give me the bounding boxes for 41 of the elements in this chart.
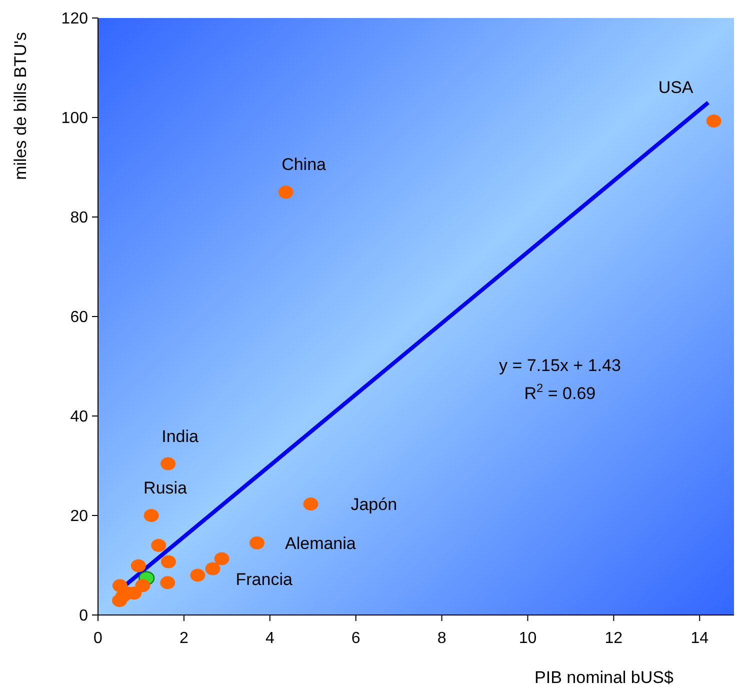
point (115, 590, 130, 603)
point (250, 536, 264, 550)
annotation: Japón (350, 495, 398, 514)
y-tick-label: 80 (70, 210, 88, 227)
y-tick-label: 40 (70, 408, 88, 426)
x-tick-label: 4 (265, 630, 274, 647)
x-tick-label: 12 (604, 630, 623, 647)
x-tick-label: 10 (518, 630, 537, 647)
x-tick-label: 8 (437, 630, 446, 647)
y-tick-label: 120 (61, 10, 88, 28)
x-axis-title: PIB nominal bUS$ (534, 668, 674, 687)
point (205, 562, 220, 576)
point (160, 576, 176, 590)
y-tick-label: 100 (61, 110, 88, 128)
annotation: India (162, 426, 200, 446)
point (214, 552, 230, 566)
point (278, 186, 294, 199)
y-tick-label: 0 (79, 608, 88, 625)
point (160, 457, 176, 470)
x-tick-label: 0 (94, 630, 103, 647)
annotation: Francia (236, 570, 293, 589)
annotation: R$^{2}$ = 0.69 (524, 381, 596, 404)
point (151, 538, 166, 552)
annotation: y = 7.15x + 1.43 (499, 356, 621, 376)
point (706, 114, 722, 128)
annotation: Rusia (144, 478, 188, 498)
x-tick-label: 14 (690, 630, 709, 647)
x-tick-label: 6 (351, 630, 360, 647)
y-axis-title: miles de bills BTU's (11, 32, 30, 180)
annotation: Alemania (285, 534, 356, 553)
point (161, 555, 176, 568)
annotation: China (282, 155, 327, 174)
x-tick-label: 2 (179, 630, 188, 647)
point (303, 498, 318, 511)
point (130, 559, 146, 572)
annotation: USA (658, 78, 694, 97)
point (190, 568, 206, 582)
point (135, 579, 150, 592)
y-tick-label: 60 (70, 309, 88, 326)
y-tick-label: 20 (70, 508, 88, 526)
point (144, 509, 159, 522)
